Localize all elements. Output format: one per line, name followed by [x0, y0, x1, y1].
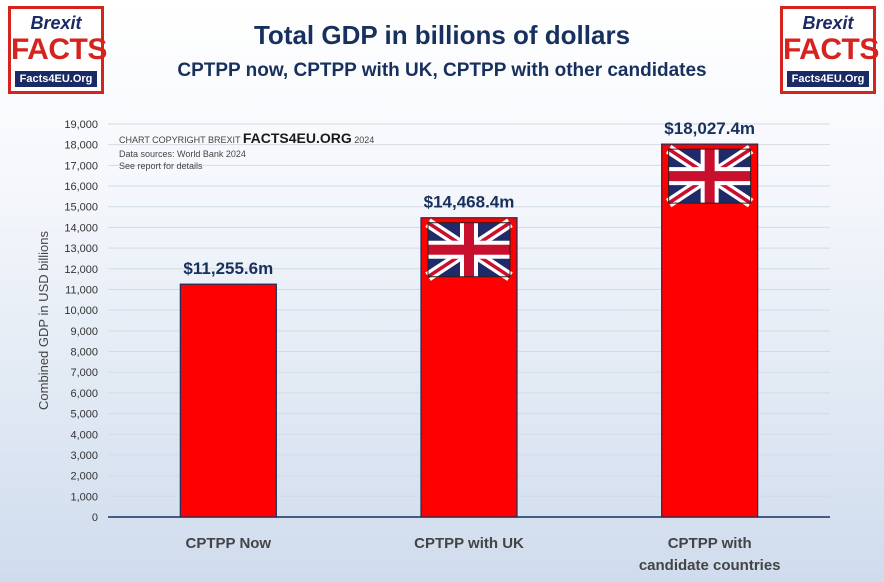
y-tick-label: 13,000 [64, 243, 98, 255]
y-tick-label: 19,000 [64, 119, 98, 131]
union-jack-flag-icon [665, 144, 754, 208]
data-source-note: Data sources: World Bank 2024 [119, 149, 246, 159]
x-category-label: CPTPP with UK [414, 535, 524, 552]
y-tick-label: 17,000 [64, 160, 98, 172]
y-tick-label: 1,000 [70, 491, 98, 503]
y-tick-label: 14,000 [64, 222, 98, 234]
copyright-note: CHART COPYRIGHT BREXIT FACTS4EU.ORG 2024 [119, 130, 374, 146]
copyright-year: 2024 [351, 135, 375, 145]
y-tick-label: 8,000 [70, 347, 98, 359]
logo-brexit-text: Brexit [30, 13, 82, 33]
x-category-label: candidate countries [639, 557, 781, 574]
y-tick-label: 3,000 [70, 450, 98, 462]
y-tick-label: 0 [92, 512, 98, 524]
logo-url-text: Facts4EU.Org [787, 71, 869, 87]
logo-brexit-text: Brexit [802, 13, 854, 33]
y-tick-label: 7,000 [70, 367, 98, 379]
y-tick-label: 12,000 [64, 264, 98, 276]
y-tick-label: 5,000 [70, 409, 98, 421]
brexit-facts-logo-right: Brexit FACTS Facts4EU.Org [780, 6, 879, 94]
copyright-brand: FACTS4EU.ORG [242, 130, 352, 146]
copyright-prefix: CHART COPYRIGHT BREXIT [119, 135, 243, 145]
y-tick-label: 15,000 [64, 202, 98, 214]
bar [661, 143, 759, 518]
y-tick-label: 6,000 [70, 388, 98, 400]
chart-title: Total GDP in billions of dollars [253, 20, 631, 50]
logo-facts-text: FACTS [783, 33, 879, 66]
bar [179, 283, 277, 518]
y-tick-label: 4,000 [70, 429, 98, 441]
logo-url-text: Facts4EU.Org [15, 71, 97, 87]
union-jack-flag-icon [425, 218, 513, 281]
data-label: $14,468.4m [424, 193, 515, 212]
chart-subtitle: CPTPP now, CPTPP with UK, CPTPP with oth… [177, 60, 707, 81]
y-tick-label: 2,000 [70, 471, 98, 483]
y-tick-label: 16,000 [64, 181, 98, 193]
data-label: $11,255.6m [183, 259, 273, 278]
y-tick-label: 18,000 [64, 140, 98, 152]
data-label: $18,027.4m [664, 119, 755, 138]
y-tick-label: 9,000 [70, 326, 98, 338]
details-note: See report for details [119, 161, 203, 171]
y-tick-label: 10,000 [64, 305, 98, 317]
x-category-label: CPTPP Now [186, 535, 272, 552]
y-tick-label: 11,000 [65, 284, 98, 296]
x-category-label: CPTPP with [668, 535, 752, 552]
brexit-facts-logo-left: Brexit FACTS Facts4EU.Org [8, 6, 107, 94]
logo-facts-text: FACTS [11, 33, 107, 66]
y-axis-label: Combined GDP in USD billions [36, 231, 51, 410]
